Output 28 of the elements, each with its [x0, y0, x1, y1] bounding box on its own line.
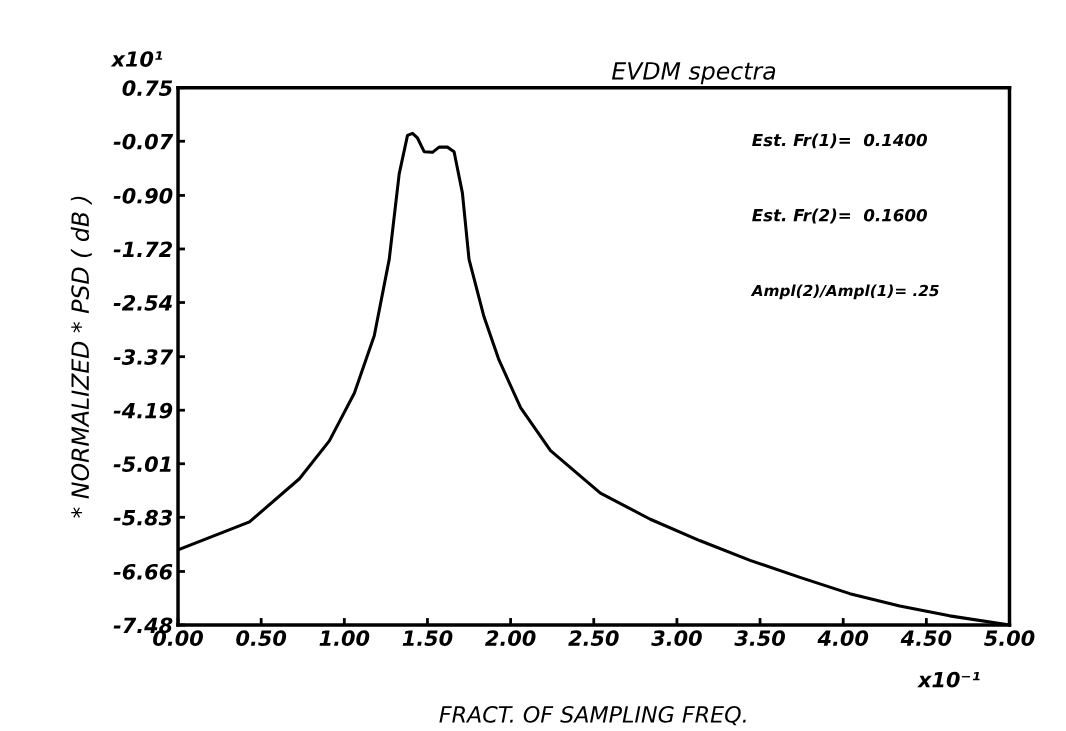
chart-title: EVDM spectra — [611, 62, 776, 85]
x-tick-label: 4.50 — [900, 630, 952, 646]
x-tick-label: 2.00 — [485, 630, 536, 646]
y-tick-label: -0.07 — [113, 133, 174, 150]
text: x10¹ — [110, 51, 163, 67]
y-tick-label: -5.83 — [113, 509, 172, 526]
y-tick-label: -3.37 — [113, 349, 174, 365]
x-tick-label: 2.50 — [568, 630, 619, 646]
y-tick-label: -4.19 — [113, 402, 173, 419]
y-tick-label: -1.72 — [113, 241, 172, 257]
y-tick-label: -6.66 — [113, 563, 173, 580]
x-axis-title: FRACT. OF SAMPLING FREQ. — [439, 705, 746, 726]
annotation: Est. Fr(1)= 0.1400 — [752, 133, 928, 149]
x-tick-label: 3.00 — [651, 630, 702, 646]
y-tick-label: -2.54 — [113, 294, 172, 311]
x-tick-label: 1.50 — [402, 630, 453, 646]
annotation: Ampl(2)/Ampl(1)= .25 — [750, 284, 939, 300]
x-tick-label: 4.00 — [817, 630, 869, 646]
text: x10⁻¹ — [917, 671, 980, 688]
x-tick-label: 5.00 — [984, 630, 1035, 646]
y-tick-label: -5.01 — [113, 456, 171, 472]
x-tick-label: 0.50 — [236, 630, 287, 646]
x-tick-label: 3.50 — [734, 630, 786, 646]
y-tick-label: 0.75 — [122, 80, 173, 96]
y-axis-title: * NORMALIZED * PSD ( dB ) — [70, 196, 92, 518]
x-tick-label: 1.00 — [319, 630, 370, 646]
y-tick-label: -0.90 — [113, 187, 173, 204]
annotation: Est. Fr(2)= 0.1600 — [752, 208, 928, 224]
